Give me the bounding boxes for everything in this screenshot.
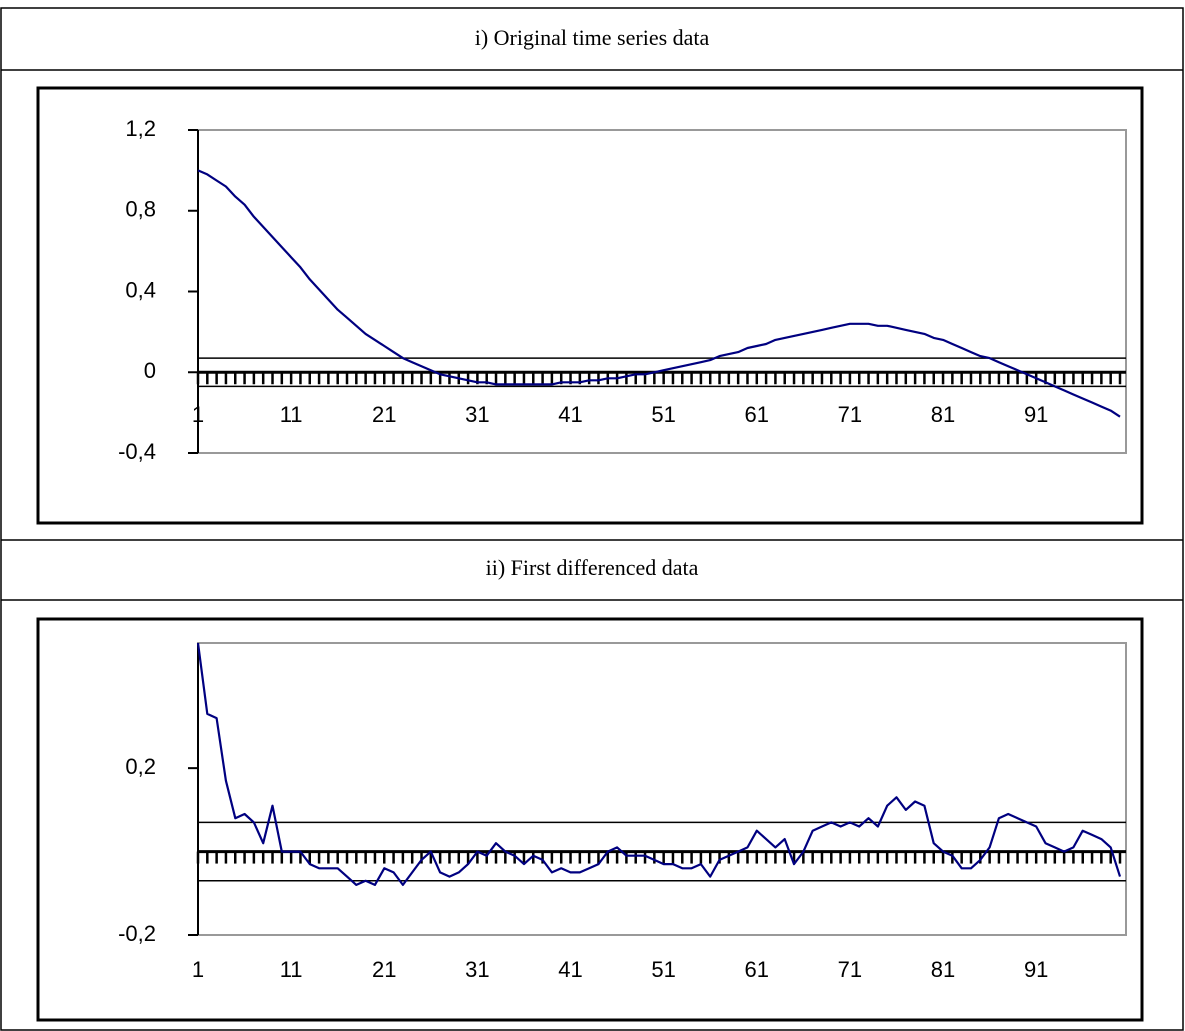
x-tick-label: 1 <box>192 957 204 982</box>
y-tick-label: 1,2 <box>125 116 156 141</box>
plot-area <box>197 642 1127 936</box>
chart-title: ii) First differenced data <box>486 555 699 580</box>
chart-frame <box>36 86 1144 525</box>
x-tick-label: 61 <box>745 402 769 427</box>
y-tick-label: 0,2 <box>125 754 156 779</box>
x-tick-label: 51 <box>651 402 675 427</box>
chart-title: i) Original time series data <box>475 25 710 50</box>
x-tick-label: 81 <box>931 957 955 982</box>
x-tick-label: 11 <box>280 957 303 982</box>
x-tick-label: 21 <box>372 402 396 427</box>
x-tick-label: 91 <box>1024 957 1048 982</box>
y-tick-label: -0,4 <box>118 439 156 464</box>
x-tick-label: 21 <box>372 957 396 982</box>
x-tick-label: 11 <box>280 402 303 427</box>
y-tick-label: 0,8 <box>125 197 156 222</box>
y-tick-label: -0,2 <box>118 921 156 946</box>
x-tick-label: 31 <box>465 402 489 427</box>
x-tick-label: 71 <box>838 402 862 427</box>
x-tick-label: 81 <box>931 402 955 427</box>
y-tick-label: 0 <box>144 358 156 383</box>
series-line <box>197 169 1121 418</box>
chart-frame <box>36 617 1144 1022</box>
x-tick-label: 41 <box>558 957 582 982</box>
x-tick-label: 41 <box>558 402 582 427</box>
x-tick-label: 91 <box>1024 402 1048 427</box>
x-tick-label: 31 <box>465 957 489 982</box>
table-border <box>0 7 1184 1031</box>
x-tick-label: 61 <box>745 957 769 982</box>
x-tick-label: 71 <box>838 957 862 982</box>
x-tick-label: 1 <box>192 402 204 427</box>
series-line <box>196 642 1122 886</box>
x-tick-label: 51 <box>651 957 675 982</box>
y-tick-label: 0,4 <box>125 277 156 302</box>
